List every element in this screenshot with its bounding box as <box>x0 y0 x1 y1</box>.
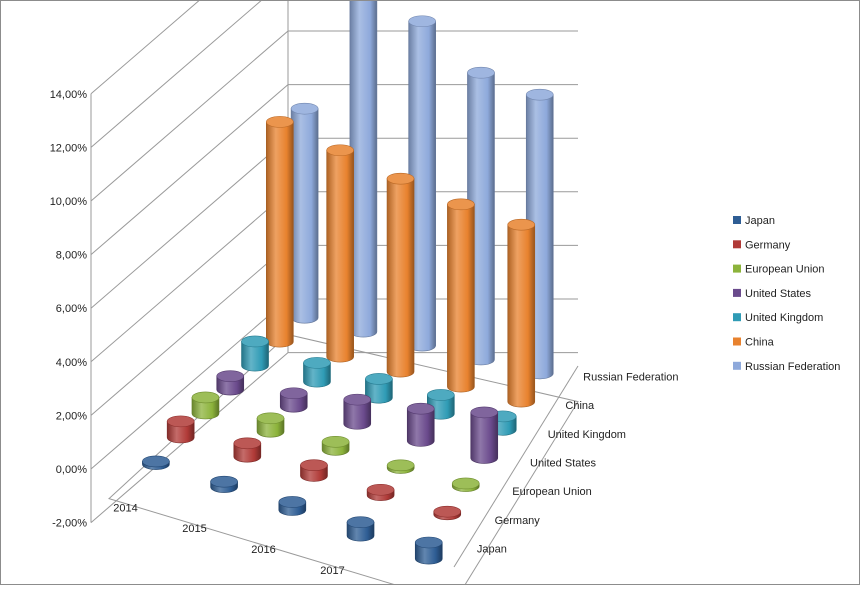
cylinder-germany-2015 <box>233 437 262 463</box>
y-tick-label: 4,00% <box>56 357 87 369</box>
cylinder-united-kingdom-2016 <box>365 373 393 404</box>
y-tick-label: 12,00% <box>50 142 88 154</box>
series-axis-label: Japan <box>477 544 507 556</box>
legend-swatch-russian-federation <box>733 361 741 370</box>
right-axis-line <box>453 365 579 568</box>
y-tick-label: 6,00% <box>56 303 87 315</box>
legend-swatch-united-kingdom <box>733 313 741 322</box>
y-tick-label: 10,00% <box>50 196 88 208</box>
cylinder-japan-2016 <box>278 496 307 516</box>
legend-label-japan: Japan <box>745 215 775 227</box>
series-axis-label: United States <box>530 458 597 470</box>
y-tick-label: 2,00% <box>56 410 87 422</box>
cylinder-germany-2017 <box>366 483 395 501</box>
cylinder-china-2015 <box>326 144 354 363</box>
series-axis-label: Germany <box>495 515 541 527</box>
cylinder-china-2018 <box>507 218 536 408</box>
series-axis-labels: Japan Germany European Union United States U… <box>477 371 679 555</box>
gridline-14 <box>90 0 201 95</box>
legend-swatch-germany <box>733 240 741 249</box>
legend-swatch-japan <box>733 216 741 224</box>
cylinder-united-kingdom-2014 <box>241 335 269 372</box>
cylinder-european-union-2016 <box>321 435 350 456</box>
y-tick-label: 14,00% <box>50 89 88 101</box>
legend-label-united-kingdom: United Kingdom <box>745 312 823 324</box>
legend: Japan Germany European Union United States U… <box>733 215 840 373</box>
cylinder-united-states-2015 <box>279 387 308 413</box>
cylinder-united-states-2016 <box>343 393 372 430</box>
cylinder-china-2014 <box>266 116 294 348</box>
legend-swatch-european-union <box>733 264 741 273</box>
cylinder-russian-federation-2014 <box>290 102 319 324</box>
legend-swatch-china <box>733 337 741 346</box>
cylinder-european-union-2017 <box>386 459 415 474</box>
x-tick-label: 2015 <box>182 523 206 535</box>
legend-label-european-union: European Union <box>745 264 825 276</box>
cylinder-germany-2014 <box>166 415 195 444</box>
cylinder-china-2016 <box>386 172 415 378</box>
cylinder-japan-2015 <box>210 475 238 493</box>
cylinder-european-union-2018 <box>451 477 480 492</box>
cylinder-russian-federation-2016 <box>408 15 436 352</box>
cylinder-united-states-2017 <box>406 402 435 447</box>
x-tick-labels: 20142015201620172018 <box>113 502 413 589</box>
y-tick-label: 8,00% <box>56 250 87 262</box>
series-axis-label: Russian Federation <box>583 371 678 383</box>
series-axis-label: United Kingdom <box>548 429 626 441</box>
legend-label-russian-federation: Russian Federation <box>745 361 840 373</box>
legend-swatch-united-states <box>733 288 741 297</box>
cylinder-germany-2016 <box>300 459 328 482</box>
cylinder-european-union-2014 <box>191 391 220 420</box>
x-tick-label: 2017 <box>320 565 344 577</box>
cylinder-japan-2017 <box>346 516 375 542</box>
cylinder-germany-2018 <box>433 505 462 521</box>
cylinder-united-states-2018 <box>470 406 499 464</box>
cylinder-japan-2018 <box>414 536 443 565</box>
cylinder-united-states-2014 <box>216 370 245 396</box>
y-tick-label: -2,00% <box>52 518 87 530</box>
legend-label-china: China <box>745 337 775 349</box>
y-tick-label: 0,00% <box>56 464 87 476</box>
cylinder-european-union-2015 <box>256 412 285 438</box>
series-axis-label: European Union <box>512 486 592 498</box>
x-tick-label: 2016 <box>251 544 275 556</box>
gridline-12 <box>90 0 263 148</box>
cylinder-china-2017 <box>447 198 475 393</box>
cylinder-japan-2014 <box>142 455 170 470</box>
legend-label-united-states: United States <box>745 288 812 300</box>
series-axis-label: China <box>565 400 595 412</box>
legend-label-germany: Germany <box>745 239 791 251</box>
chart-marks <box>142 0 554 565</box>
y-tick-labels: -2,00% 0,00% 2,00% 4,00% 6,00% 8,00% 10,00% 12,… <box>50 89 88 530</box>
x-tick-label: 2014 <box>113 502 137 514</box>
cylinder-united-kingdom-2015 <box>303 357 331 388</box>
